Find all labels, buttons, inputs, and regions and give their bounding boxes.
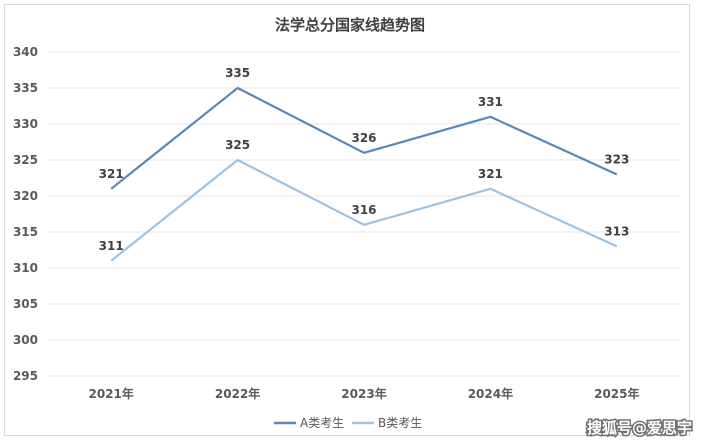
series-line-2 [110,158,618,262]
chart-frame [4,4,690,436]
y-tick-label: 295 [13,369,38,383]
series-line-1 [110,86,618,190]
chart-title: 法学总分国家线趋势图 [275,16,425,34]
x-axis-ticks: 2021年 2022年 2023年 2024年 2025年 [88,386,639,401]
y-tick-label: 330 [13,117,38,131]
y-tick-label: 340 [13,45,38,59]
y-tick-label: 335 [13,81,38,95]
data-label: 326 [351,131,376,145]
data-label: 316 [351,203,376,217]
y-tick-label: 305 [13,297,38,311]
data-label: 323 [604,152,629,166]
watermark: 搜狐号@爱思宇 [587,419,692,437]
y-tick-label: 310 [13,261,38,275]
x-tick-label: 2025年 [594,386,639,401]
x-tick-label: 2021年 [88,386,133,401]
gridlines [48,51,680,377]
data-label: 335 [225,66,250,80]
series-lines [110,86,618,262]
data-labels: 321 335 326 331 323 311 325 316 321 313 [99,66,630,253]
data-label: 321 [478,167,503,181]
y-tick-label: 325 [13,153,38,167]
data-label: 313 [604,224,629,238]
data-label: 325 [225,138,250,152]
data-label: 321 [99,167,124,181]
legend-label-1: A类考生 [300,416,344,430]
x-tick-label: 2023年 [341,386,386,401]
y-tick-label: 320 [13,189,38,203]
legend: A类考生 B类考生 [274,416,422,430]
x-tick-label: 2022年 [215,386,260,401]
x-tick-label: 2024年 [468,386,513,401]
y-axis-ticks: 295 300 305 310 315 320 325 330 335 340 [13,45,38,383]
y-tick-label: 315 [13,225,38,239]
data-label: 311 [99,239,124,253]
legend-label-2: B类考生 [378,416,422,430]
data-label: 331 [478,95,503,109]
y-tick-label: 300 [13,333,38,347]
